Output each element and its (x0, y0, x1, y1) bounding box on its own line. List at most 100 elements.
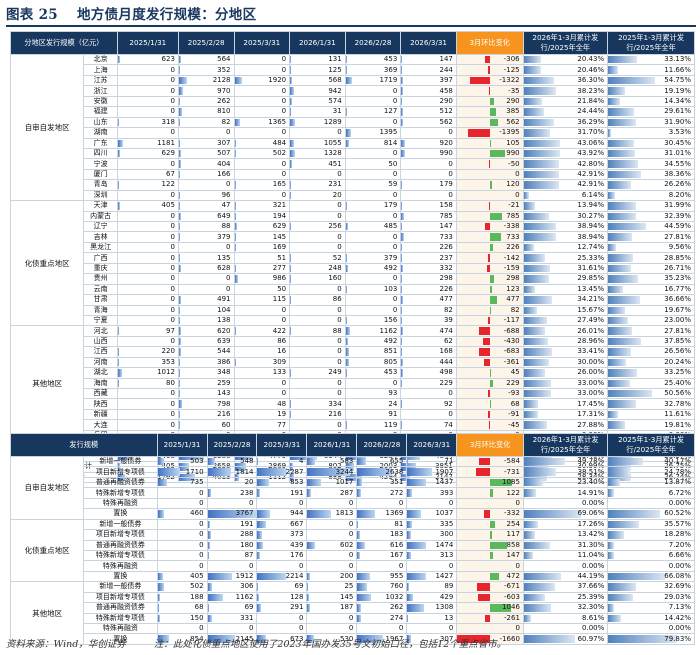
value-text: 19 (277, 410, 287, 419)
positive-bar (490, 604, 511, 612)
positive-bar (489, 118, 499, 127)
figure-text: 地方债月度发行规模：分地区 (77, 7, 257, 23)
value-cell: 942 (289, 85, 346, 97)
ratio-text: 23.00% (664, 316, 691, 325)
value-text: 620 (217, 326, 231, 335)
ratio-cell: 38.94% (522, 231, 609, 243)
value-cell: 0 (406, 497, 458, 510)
ratio-text: 43.92% (577, 149, 605, 158)
value-text: 248 (328, 263, 342, 272)
change-cell: 254 (456, 518, 524, 531)
ratio-cell: 6.66% (607, 549, 695, 562)
value-cell: 248 (289, 262, 346, 275)
value-cell: 176 (256, 549, 308, 562)
table-row: 自审自发地区 新增一般债券 503 548 4 583 655 71 -584 49.78% 40.… (9, 455, 695, 520)
value-cell: 0 (289, 127, 346, 139)
ratio-text: 26.56% (664, 347, 691, 356)
value-cell: 1289 (289, 116, 346, 129)
ratio-bar (524, 118, 554, 127)
value-text: 0 (170, 410, 175, 419)
value-text: 25 (344, 582, 354, 591)
value-cell: 0 (116, 231, 179, 243)
value-text: 0 (170, 284, 175, 293)
row-label: 山东 (83, 116, 118, 129)
positive-bar (490, 541, 508, 549)
value-text: 0 (170, 316, 175, 325)
value-cell: 0 (306, 549, 358, 562)
value-cell: 74 (400, 419, 457, 431)
ratio-cell: 14.42% (607, 612, 695, 625)
value-cell: 353 (116, 356, 179, 369)
value-text: 0 (281, 128, 287, 137)
value-text: 0 (249, 624, 254, 633)
value-text: 60 (221, 420, 231, 429)
value-text: 115 (272, 295, 287, 304)
row-label: 福建 (83, 106, 118, 118)
column-header: 2026/2/28 (356, 433, 408, 457)
value-cell: 0 (116, 158, 179, 170)
change-cell: 0 (455, 189, 524, 202)
table-row: 置换 405 1912 2214 200 955 1427 472 44.19% 66.08% (11, 570, 695, 583)
value-text: 0 (398, 498, 404, 507)
data-bar (179, 390, 180, 398)
value-text: 220 (161, 347, 175, 356)
value-cell: 502 (156, 581, 208, 593)
ratio-cell: 0.00% (607, 560, 695, 572)
ratio-bar (524, 233, 557, 241)
value-text: 87 (244, 551, 254, 560)
row-label: 辽宁 (83, 220, 118, 233)
value-text: 188 (190, 592, 204, 601)
value-cell: 48 (233, 398, 291, 410)
ratio-text: 28.96% (577, 337, 605, 346)
value-text: 0 (199, 624, 204, 633)
change-text: 385 (506, 107, 520, 116)
ratio-bar (524, 551, 534, 560)
value-text: 352 (217, 65, 231, 74)
value-text: 1710 (185, 467, 204, 476)
value-text: 216 (217, 410, 231, 419)
value-text: 0 (337, 347, 342, 356)
value-cell: 0 (233, 189, 291, 202)
value-text: 1308 (435, 603, 454, 612)
value-text: 458 (439, 86, 453, 95)
value-text: 386 (217, 357, 231, 366)
ratio-cell: 26.01% (522, 325, 609, 337)
data-bar (290, 410, 291, 419)
value-text: 290 (439, 96, 453, 105)
change-text: -332 (504, 509, 520, 518)
ratio-text: 26.71% (664, 263, 691, 272)
row-label: 海南 (83, 377, 118, 390)
negative-bar (483, 337, 490, 346)
data-bar (179, 400, 183, 408)
data-bar (407, 541, 427, 549)
value-text: 0 (298, 561, 304, 570)
value-text: 0 (170, 96, 175, 105)
ratio-cell: 49.78% (522, 455, 609, 468)
column-header: 分地区发行规模（亿元） (10, 31, 118, 55)
value-cell: 1920 (233, 74, 291, 87)
ratio-text: 28.85% (664, 253, 691, 262)
value-cell: 0 (116, 74, 179, 87)
value-cell: 1055 (289, 137, 346, 149)
ratio-text: 38.51% (577, 467, 605, 476)
value-cell: 97 (116, 325, 179, 337)
value-text: 179 (439, 180, 453, 189)
value-cell: 115 (233, 294, 291, 306)
group-label: 自审自发地区 (9, 53, 85, 202)
value-cell: 0 (344, 168, 402, 181)
value-text: 0 (337, 420, 342, 429)
ratio-bar (524, 358, 549, 367)
data-bar (401, 379, 403, 387)
value-cell: 309 (233, 356, 291, 369)
data-bar (401, 108, 404, 116)
data-bar (307, 489, 312, 497)
value-cell: 183 (356, 529, 408, 541)
data-bar (208, 551, 209, 560)
value-text: 0 (281, 170, 287, 179)
value-cell: 0 (116, 273, 179, 285)
column-header: 2026/2/28 (344, 31, 402, 55)
ratio-text: 6.66% (668, 551, 691, 560)
column-header: 2026/3/31 (406, 433, 458, 457)
ratio-text: 30.45% (664, 138, 691, 147)
value-text: 623 (161, 55, 175, 64)
